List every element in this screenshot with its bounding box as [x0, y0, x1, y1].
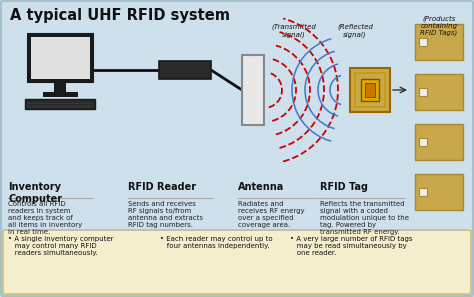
Text: RFID Reader: RFID Reader — [128, 182, 196, 192]
Bar — [419, 138, 427, 146]
Text: A typical UHF RFID system: A typical UHF RFID system — [10, 8, 230, 23]
Text: Inventory
Computer: Inventory Computer — [8, 182, 62, 204]
Bar — [54, 82, 66, 92]
Text: Antenna: Antenna — [238, 182, 284, 192]
Bar — [415, 24, 463, 60]
Bar — [43, 92, 78, 97]
Text: RFID Tag: RFID Tag — [320, 182, 368, 192]
Bar — [242, 55, 264, 125]
Bar — [355, 73, 385, 107]
Bar — [419, 88, 427, 96]
Text: Reflects the transmitted
signal with a coded
modulation unique to the
tag. Power: Reflects the transmitted signal with a c… — [320, 201, 409, 235]
Text: • Each reader may control up to
   four antennas independently.: • Each reader may control up to four ant… — [160, 236, 273, 249]
Bar — [365, 83, 375, 97]
Text: • A single inventory computer
   may control many RFID
   readers simultaneously: • A single inventory computer may contro… — [8, 236, 113, 256]
Bar — [415, 74, 463, 110]
Text: Sends and receives
RF signals to/from
antenna and extracts
RFID tag numbers.: Sends and receives RF signals to/from an… — [128, 201, 203, 228]
Bar — [159, 61, 211, 79]
Text: (Reflected
signal): (Reflected signal) — [337, 24, 373, 38]
Bar — [31, 37, 90, 79]
FancyBboxPatch shape — [3, 230, 471, 294]
Bar — [415, 174, 463, 210]
Text: Controls all RFID
readers in system
and keeps track of
all items in inventory
in: Controls all RFID readers in system and … — [8, 201, 82, 235]
Text: (Products
containing
RFID Tags): (Products containing RFID Tags) — [420, 15, 457, 36]
Bar — [419, 188, 427, 196]
Bar — [28, 34, 93, 82]
Bar — [419, 38, 427, 46]
Bar — [25, 99, 95, 109]
Text: (Transmitted
signal): (Transmitted signal) — [272, 24, 317, 38]
Bar — [350, 68, 390, 112]
Bar — [415, 124, 463, 160]
Text: • A very large number of RFID tags
   may be read simultaneously by
   one reade: • A very large number of RFID tags may b… — [290, 236, 412, 256]
Text: Radiates and
receives RF energy
over a specified
coverage area.: Radiates and receives RF energy over a s… — [238, 201, 305, 228]
Bar — [361, 79, 379, 101]
